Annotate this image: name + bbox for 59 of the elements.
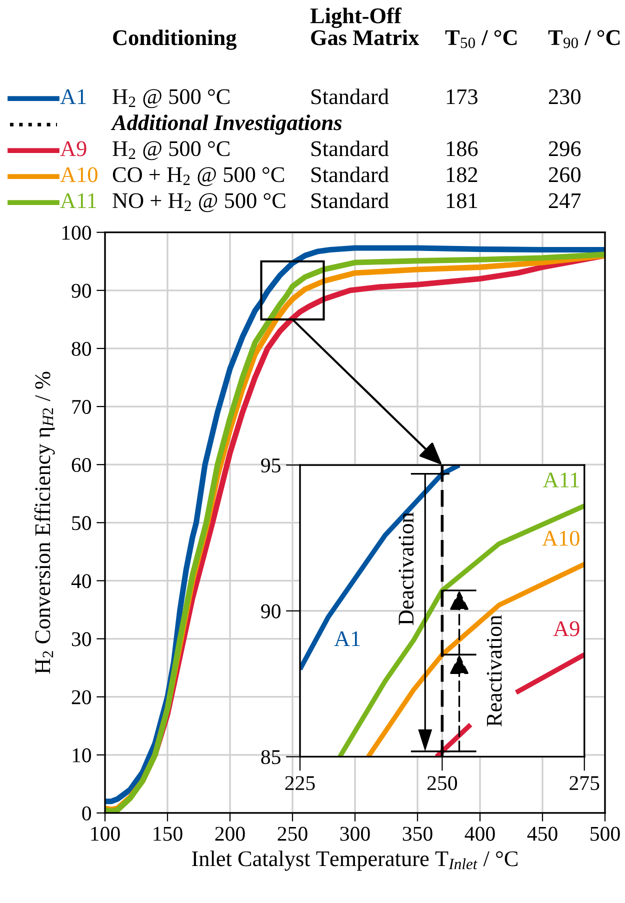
legend-label: A10 bbox=[60, 167, 98, 182]
annotation: Reactivation bbox=[486, 615, 502, 726]
text: 173 bbox=[446, 89, 478, 104]
y-tick-label: 0 bbox=[82, 806, 92, 820]
text: Standard bbox=[311, 192, 389, 208]
y-tick-label: 85 bbox=[261, 750, 280, 764]
text: CO + H$_{2}$ @ 500 °C bbox=[112, 167, 284, 186]
y-tick-label: 60 bbox=[72, 458, 92, 472]
text: T$_{50}$ / °C bbox=[445, 30, 517, 48]
x-tick-label: 100 bbox=[91, 826, 120, 841]
x-tick-label: 400 bbox=[464, 826, 495, 841]
text: NO + H$_{2}$ @ 500 °C bbox=[112, 193, 286, 212]
y-tick-label: 90 bbox=[72, 284, 92, 298]
x-tick-label: 450 bbox=[527, 826, 558, 841]
x-tick-label: 250 bbox=[427, 776, 458, 790]
text: Standard bbox=[311, 88, 389, 104]
text: Standard bbox=[311, 140, 389, 156]
x-tick-label: 350 bbox=[402, 826, 432, 841]
x-tick-label: 200 bbox=[215, 826, 245, 841]
annotation: Deactivation bbox=[398, 512, 414, 625]
y-tick-label: 70 bbox=[72, 400, 92, 414]
text: 230 bbox=[548, 89, 580, 104]
y-tick-label: 80 bbox=[72, 342, 92, 356]
text: Standard bbox=[311, 166, 389, 182]
text: 182 bbox=[446, 167, 478, 182]
x-axis-title: Inlet Catalyst Temperature T$_{Inlet}$ / °C bbox=[192, 850, 518, 871]
series-label: A11 bbox=[542, 472, 579, 488]
x-tick-label: 500 bbox=[590, 826, 620, 841]
text: 181 bbox=[446, 193, 477, 208]
text: H$_{2}$ @ 500 °C bbox=[112, 89, 230, 108]
y-tick-label: 40 bbox=[71, 574, 92, 588]
text: Conditioning bbox=[113, 30, 237, 50]
text: 296 bbox=[548, 141, 581, 156]
text: 260 bbox=[548, 167, 580, 182]
x-tick-label: 275 bbox=[570, 776, 600, 790]
x-tick-label: 150 bbox=[154, 826, 182, 841]
y-tick-label: 100 bbox=[62, 226, 92, 240]
y-axis-title: H$_{2}$ Conversion Efficiency η$_{H2}$ / % bbox=[34, 372, 55, 674]
text: Light-Off Gas Matrix bbox=[310, 7, 420, 46]
text: H$_{2}$ @ 500 °C bbox=[112, 141, 230, 160]
text: Additional Investigations bbox=[110, 114, 342, 135]
legend-label: A9 bbox=[60, 141, 86, 156]
y-tick-label: 50 bbox=[72, 516, 92, 530]
series-label: A10 bbox=[542, 530, 580, 546]
y-tick-label: 10 bbox=[72, 748, 92, 762]
text: 186 bbox=[446, 141, 478, 156]
text: T$_{90}$ / °C bbox=[548, 30, 620, 48]
y-tick-label: 95 bbox=[261, 458, 280, 472]
series-label: A1 bbox=[334, 631, 360, 646]
text: 247 bbox=[548, 193, 581, 208]
y-tick-label: 20 bbox=[72, 690, 92, 704]
x-tick-label: 225 bbox=[285, 776, 315, 790]
legend-label: A11 bbox=[60, 193, 96, 208]
legend-label: A1 bbox=[60, 89, 86, 104]
series-label: A9 bbox=[553, 621, 580, 636]
y-tick-label: 30 bbox=[72, 632, 92, 646]
x-tick-label: 250 bbox=[278, 826, 308, 841]
x-tick-label: 300 bbox=[340, 826, 370, 841]
y-tick-label: 90 bbox=[261, 604, 280, 618]
